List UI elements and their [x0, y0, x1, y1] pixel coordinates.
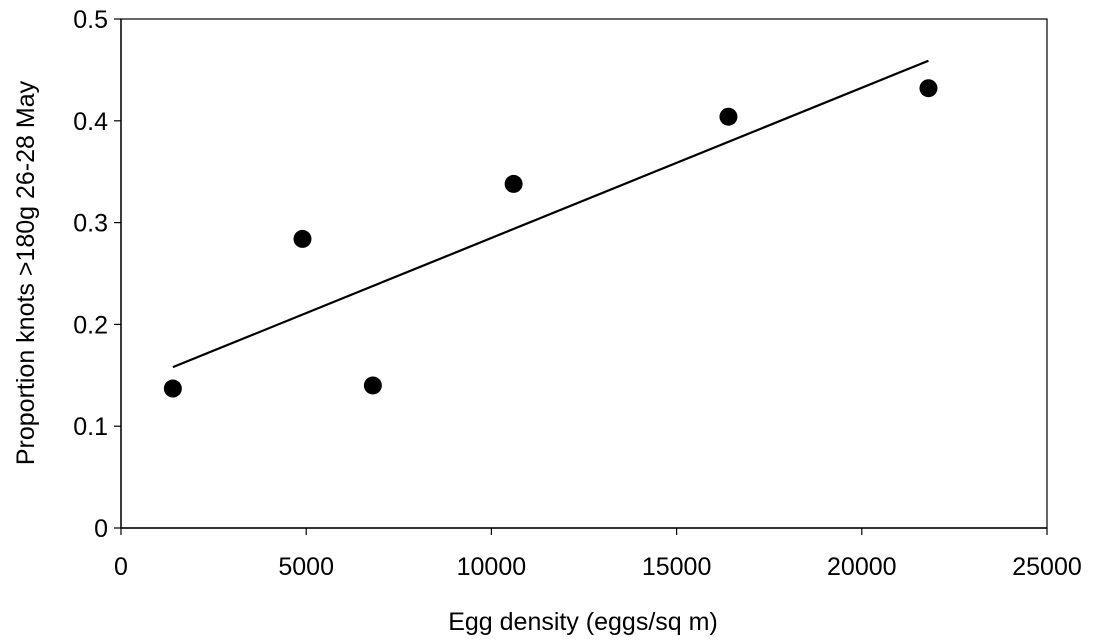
trendline-group: [172, 59, 929, 369]
trendline: [172, 59, 929, 369]
x-tick-label: 20000: [827, 553, 897, 581]
plot-area: [120, 18, 1048, 529]
x-tick-label: 10000: [457, 553, 527, 581]
data-point: [293, 229, 312, 248]
data-point: [919, 79, 938, 98]
x-tick-label: 5000: [278, 553, 334, 581]
y-tick-label: 0.1: [73, 413, 108, 441]
y-axis-title: Proportion knots >180g 26-28 May: [12, 80, 40, 465]
x-axis: 0 5000 10000 15000 20000 25000: [114, 527, 1082, 581]
y-tick-label: 0.3: [73, 210, 108, 238]
data-point: [163, 379, 182, 398]
x-axis-title: Egg density (eggs/sq m): [448, 608, 718, 636]
y-tick-label: 0: [94, 515, 108, 543]
data-point: [719, 107, 738, 126]
y-tick-label: 0.2: [73, 311, 108, 339]
plot-border: [120, 18, 1048, 529]
x-tick-label: 0: [114, 553, 128, 581]
y-axis: 0 0.1 0.2 0.3 0.4 0.5: [73, 6, 122, 543]
data-point: [504, 174, 523, 193]
y-tick-label: 0.4: [73, 108, 108, 136]
x-tick-label: 15000: [642, 553, 712, 581]
y-tick-label: 0.5: [73, 6, 108, 34]
data-points: [163, 79, 938, 398]
x-tick-label: 25000: [1012, 553, 1082, 581]
data-point: [363, 376, 382, 395]
